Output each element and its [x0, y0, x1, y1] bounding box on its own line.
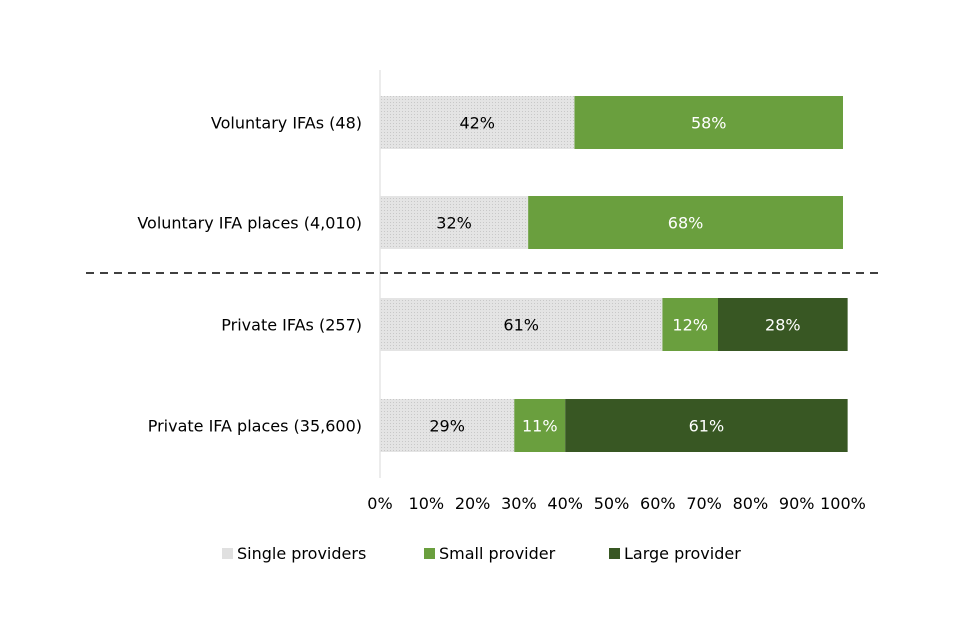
x-tick-label: 90% [779, 494, 815, 513]
bar-segment [380, 298, 663, 351]
legend-label-large: Large provider [624, 544, 741, 563]
category-label: Private IFAs (257) [221, 316, 362, 335]
data-label: 11% [522, 417, 558, 436]
x-tick-label: 80% [733, 494, 769, 513]
x-tick-label: 50% [594, 494, 630, 513]
data-label: 61% [503, 316, 539, 335]
x-tick-label: 70% [686, 494, 722, 513]
legend-item-single-providers: Single providers [222, 544, 366, 563]
legend-swatch-large [609, 548, 620, 559]
category-label: Voluntary IFA places (4,010) [137, 214, 362, 233]
chart-legend: Single providers Small provider Large pr… [0, 544, 960, 568]
x-tick-label: 30% [501, 494, 537, 513]
bar-segment [380, 96, 575, 149]
data-label: 12% [672, 316, 708, 335]
data-label: 58% [691, 114, 727, 133]
x-tick-label: 10% [409, 494, 445, 513]
bar-segment [528, 196, 843, 249]
legend-label-small: Small provider [439, 544, 556, 563]
category-label: Voluntary IFAs (48) [211, 114, 362, 133]
data-label: 68% [668, 214, 704, 233]
bar-segment [380, 196, 529, 249]
x-tick-label: 100% [820, 494, 866, 513]
data-label: 28% [765, 316, 801, 335]
legend-label-single: Single providers [237, 544, 367, 563]
data-label: 32% [436, 214, 472, 233]
bar-segment [565, 399, 848, 452]
data-label: 61% [689, 417, 725, 436]
x-tick-label: 40% [547, 494, 583, 513]
bar-segment [514, 399, 566, 452]
bar-segment [662, 298, 718, 351]
bar-segment [717, 298, 848, 351]
bar-segment [574, 96, 843, 149]
legend-swatch-small [424, 548, 435, 559]
category-label: Private IFA places (35,600) [148, 417, 362, 436]
legend-item-large-provider: Large provider [609, 544, 741, 563]
bar-segment [380, 399, 515, 452]
legend-swatch-single [222, 548, 233, 559]
x-tick-label: 0% [367, 494, 392, 513]
data-label: 29% [429, 417, 465, 436]
legend-item-small-provider: Small provider [424, 544, 555, 563]
x-tick-label: 60% [640, 494, 676, 513]
x-tick-label: 20% [455, 494, 491, 513]
data-label: 42% [459, 114, 495, 133]
